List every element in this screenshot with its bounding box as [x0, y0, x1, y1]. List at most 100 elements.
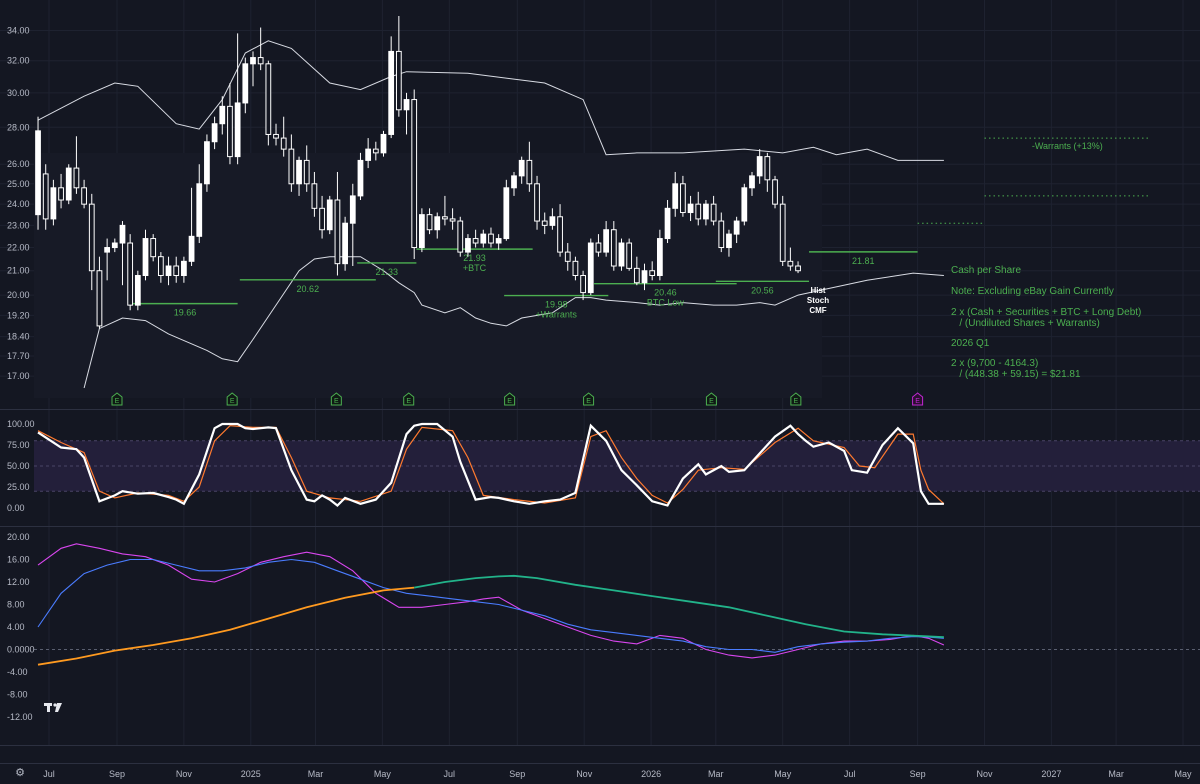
earnings-badge [330, 392, 342, 406]
candle [280, 116, 287, 157]
macd-teal-line [414, 574, 944, 638]
candle-body [449, 218, 456, 222]
candle-body [119, 224, 126, 244]
candle-body [296, 159, 302, 185]
candle [257, 27, 264, 71]
macd-y-tick-label: 8.00 [7, 600, 25, 610]
candle-body [88, 203, 95, 272]
candle [357, 152, 364, 201]
y-tick-label: 26.00 [7, 159, 30, 169]
candle-body [165, 265, 172, 277]
candle [403, 92, 410, 135]
earnings-letter: E [915, 398, 920, 405]
indicator-label: Hist [810, 286, 825, 295]
candle [104, 238, 111, 281]
macd-orange-line [37, 586, 415, 666]
candle-body [595, 242, 602, 253]
x-tick-label: Jul [43, 769, 55, 779]
earnings-badge [912, 392, 924, 406]
candle [534, 175, 540, 230]
annotation-line: 2026 Q1 [951, 338, 990, 349]
candle [395, 16, 402, 117]
candle [557, 204, 563, 257]
candle [273, 123, 279, 146]
candle [495, 234, 502, 250]
x-tick-label: May [1174, 769, 1192, 779]
y-tick-label: 18.40 [7, 332, 30, 342]
macd-y-tick-label: 4.00 [7, 622, 25, 632]
annotation-line: Note: Excluding eBay Gain Currently [951, 286, 1114, 297]
macd-y-tick-label: 0.0000 [7, 645, 35, 655]
candle-body [672, 183, 679, 209]
macd-y-tick-label: -8.00 [7, 690, 28, 700]
candle [319, 195, 325, 239]
stoch-y-tick-label: 100.00 [7, 419, 35, 429]
axes: Jul Sep Nov 2025 Mar May Jul Sep Nov 2026 Mar May Ju… [7, 25, 1192, 779]
candle [411, 89, 418, 260]
y-tick-label: 17.00 [7, 371, 30, 381]
candle-body [749, 175, 755, 189]
candle-body [257, 57, 264, 65]
candle [380, 130, 387, 157]
candle-body [157, 256, 164, 277]
candle-body [42, 173, 49, 220]
candle [96, 256, 103, 329]
candle-body [365, 148, 372, 161]
earnings-letter: E [507, 398, 512, 405]
candle [580, 270, 586, 301]
candle [296, 156, 302, 196]
candle [511, 171, 517, 196]
candle [488, 227, 494, 248]
candle [311, 171, 318, 217]
candle [603, 221, 610, 257]
level-label: 21.33 [376, 267, 399, 277]
candle [334, 171, 341, 276]
gear-icon[interactable]: ⚙ [15, 767, 25, 779]
candle [618, 238, 625, 271]
candle [303, 145, 310, 192]
level-label: 20.56 [751, 285, 774, 295]
y-tick-label: 21.00 [7, 266, 30, 276]
level-label: 19.66 [174, 308, 197, 318]
annotation-line: Cash per Share [951, 265, 1021, 276]
candle [633, 256, 640, 286]
indicator-label: Stoch [807, 296, 829, 305]
x-tick-label: Sep [109, 769, 125, 779]
x-tick-label: 2025 [241, 769, 261, 779]
candle [572, 256, 579, 281]
candle-body [96, 270, 103, 327]
candle [656, 229, 663, 281]
earnings-badge [583, 392, 595, 406]
macd-blue-line [37, 558, 944, 653]
candle [157, 252, 164, 283]
macd-pane [34, 543, 1200, 666]
candle [219, 96, 226, 135]
candle-body [35, 130, 41, 216]
y-tick-label: 17.70 [7, 351, 30, 361]
annotation-line: / (Undiluted Shares + Warrants) [951, 318, 1100, 329]
candle [342, 216, 348, 271]
bollinger-upper-line [37, 40, 944, 161]
y-tick-label: 30.00 [7, 88, 30, 98]
candle-body [587, 242, 594, 294]
candle [42, 164, 49, 230]
level-label: 20.46 [654, 288, 677, 298]
candle-body [610, 229, 617, 267]
candle-body [557, 216, 563, 253]
earnings-badge [790, 392, 802, 406]
candle [626, 238, 633, 271]
candle-body [779, 203, 786, 262]
candle [772, 175, 778, 209]
candle [756, 149, 763, 184]
candle-body [181, 260, 187, 277]
candle [787, 247, 794, 271]
candle-body [741, 187, 748, 222]
candle [288, 134, 295, 192]
candle-body [580, 275, 586, 294]
candle [718, 212, 725, 253]
y-tick-label: 34.00 [7, 25, 30, 35]
candle [587, 238, 594, 296]
candle-body [265, 63, 272, 135]
candle-body [787, 260, 794, 267]
